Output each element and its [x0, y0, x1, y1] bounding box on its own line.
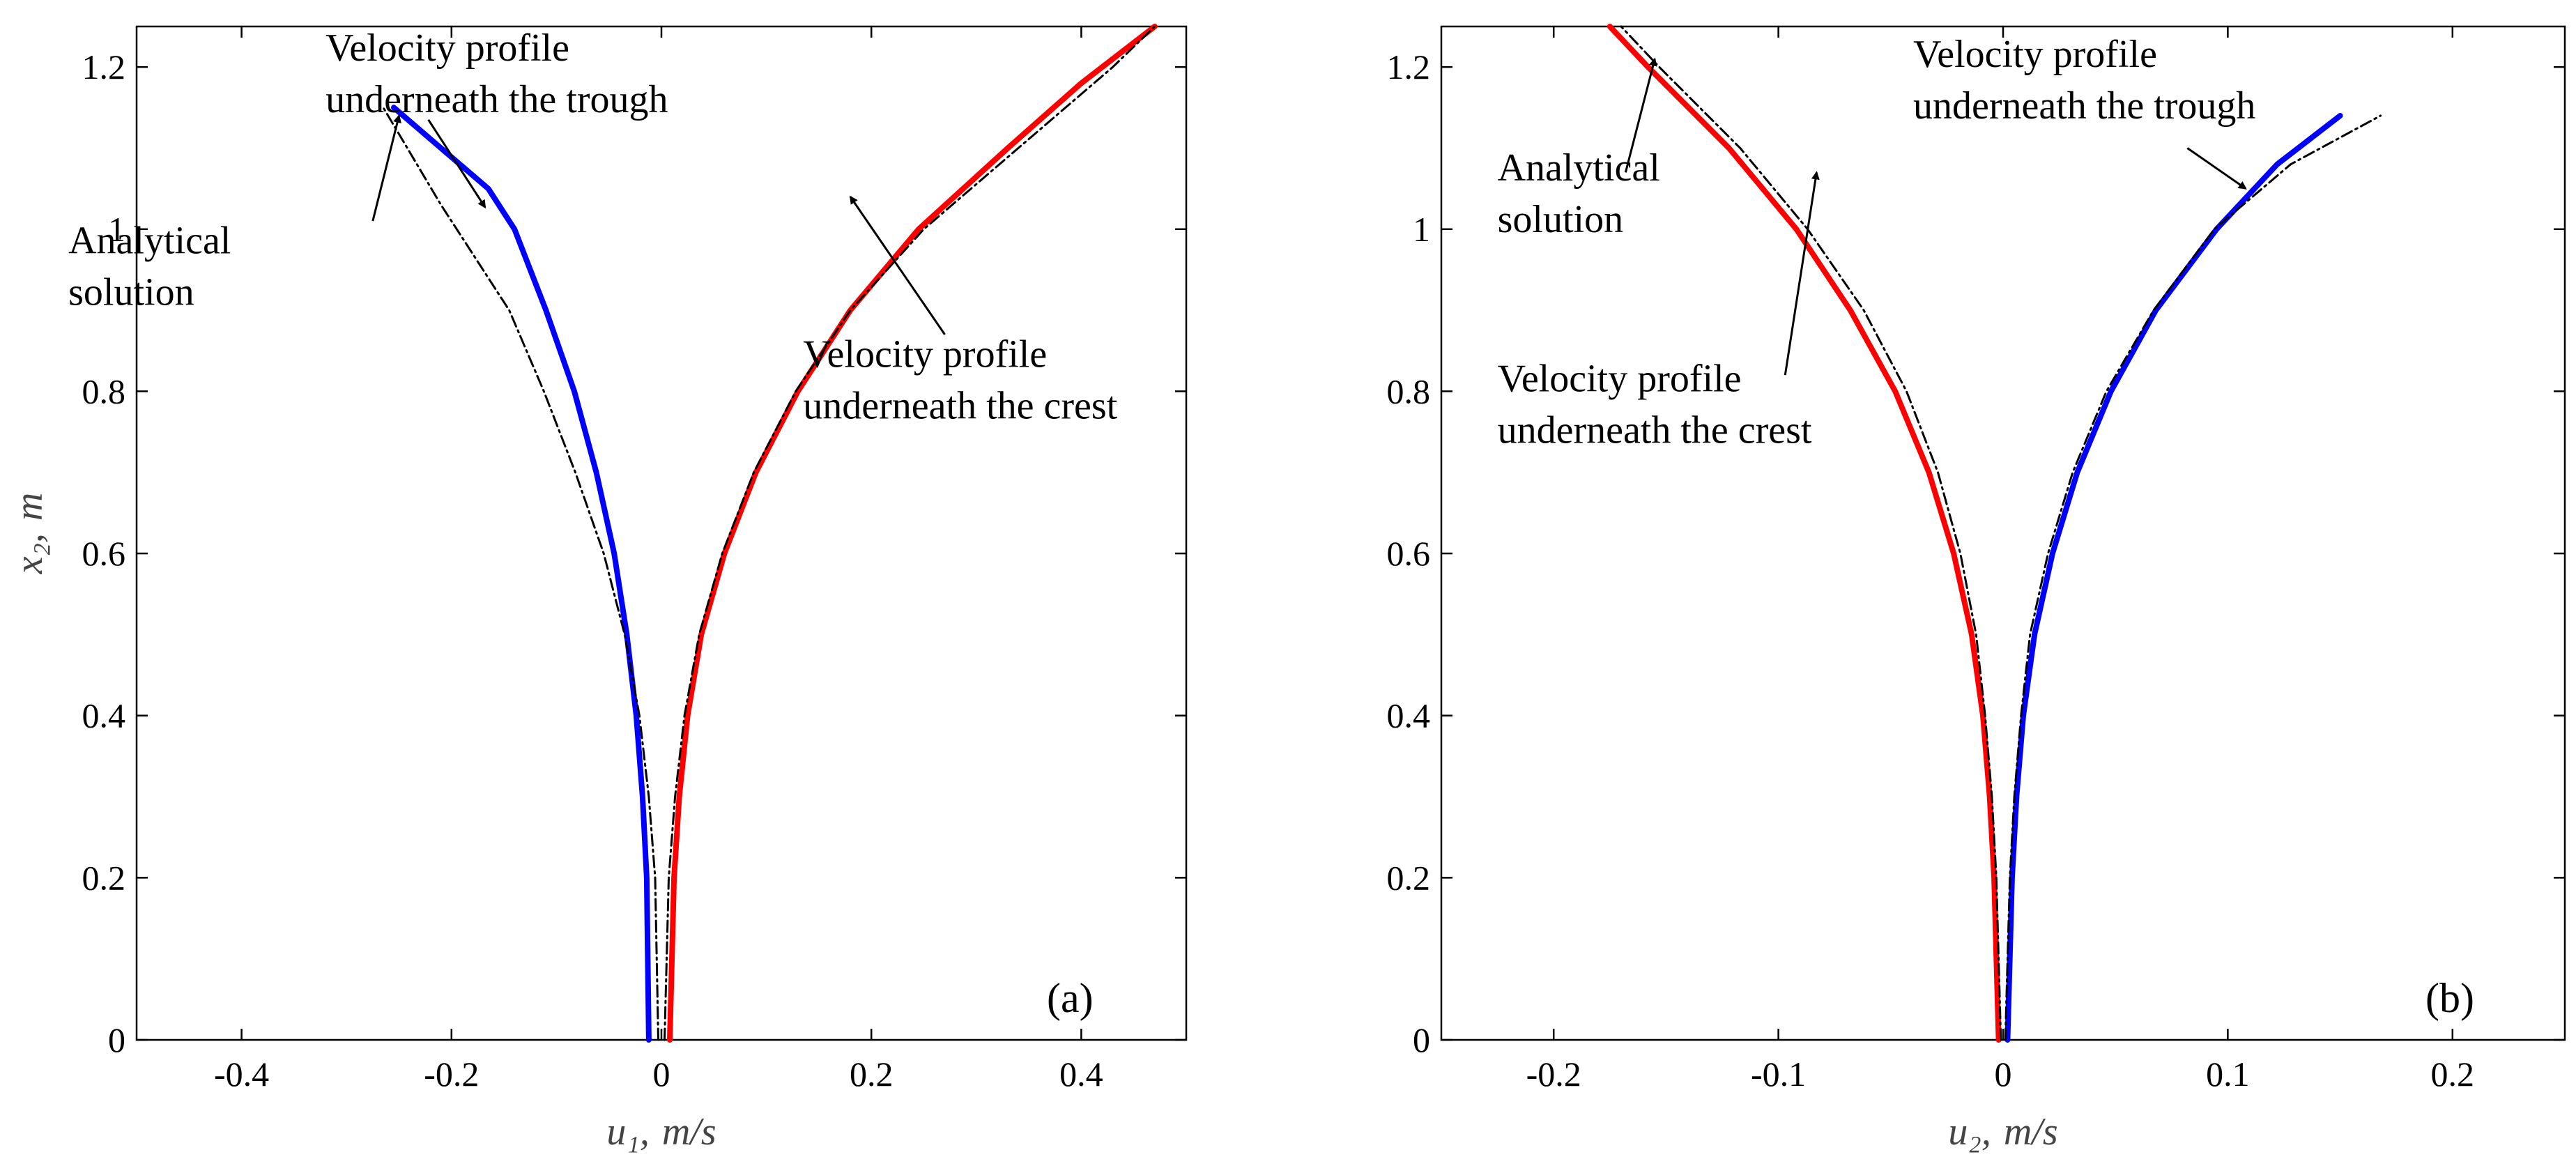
series-line-trough	[391, 105, 652, 1043]
x-tick-label: -0.2	[1526, 1055, 1581, 1094]
annotation-text: solution	[68, 271, 194, 314]
annotation-text: Velocity profile	[325, 26, 569, 70]
panel-a-chart: -0.4 -0.2 0 0.2 0.4 0 0.2 0.4 0.6 0.8 1 1.2 Velocity…	[8, 24, 1188, 1153]
y-tick-label: 1.2	[1387, 47, 1431, 86]
y-tick-label: 0.2	[82, 858, 126, 897]
annotation-arrow	[1624, 57, 1657, 173]
annotation-text: underneath the crest	[803, 385, 1117, 428]
annotation-text: Analytical	[68, 220, 231, 263]
annotation-text: Velocity profile	[1498, 357, 1742, 400]
y-tick-label: 0.6	[1387, 534, 1431, 573]
annotation-arrow	[849, 195, 946, 335]
x-axis-label: u₁, m/s	[606, 1110, 716, 1153]
series-line-crest	[667, 24, 1158, 1043]
y-axis-label: x₂,m	[8, 493, 51, 575]
annotation-arrow	[427, 118, 486, 209]
y-tick-label: 0.4	[82, 696, 126, 735]
y-tick-label: 0.4	[1387, 696, 1431, 735]
x-tick-label: 0	[653, 1055, 670, 1094]
annotation-text: underneath the trough	[325, 78, 668, 121]
y-tick-label: 1.2	[82, 47, 126, 86]
series-line-crest	[1607, 24, 2002, 1043]
x-tick-label: -0.4	[214, 1055, 269, 1094]
annotation-arrow	[2186, 147, 2247, 190]
panel-label: (a)	[1047, 975, 1094, 1021]
y-tick-label: 0.2	[1387, 858, 1431, 897]
annotation-text: Velocity profile	[803, 333, 1047, 376]
x-tick-label: -0.2	[424, 1055, 479, 1094]
x-tick-label: 0.1	[2206, 1055, 2250, 1094]
series-line-analytical-crest	[664, 25, 1156, 1041]
y-tick-label: 0.8	[82, 371, 126, 411]
annotation-text: underneath the crest	[1498, 408, 1812, 452]
plot-frame	[135, 25, 1188, 1041]
y-tick-label: 0.8	[1387, 371, 1431, 411]
annotation-arrow	[1784, 171, 1820, 376]
x-tick-label: 0.2	[2431, 1055, 2475, 1094]
y-tick-label: 0	[108, 1020, 125, 1059]
y-tick-label: 0	[1413, 1020, 1430, 1059]
series-line-analytical-crest	[1620, 25, 2002, 1041]
annotation-text: underneath the trough	[1913, 84, 2255, 128]
annotation-text: Velocity profile	[1913, 33, 2157, 76]
annotation-arrow	[371, 114, 401, 222]
x-tick-label: 0	[1995, 1055, 2012, 1094]
x-tick-label: -0.1	[1751, 1055, 1806, 1094]
annotation-text: solution	[1498, 198, 1623, 241]
annotation-text: Analytical	[1498, 146, 1660, 190]
series-line-analytical-trough	[2004, 114, 2382, 1041]
x-axis-label: u₂, m/s	[1948, 1110, 2057, 1153]
y-tick-label: 1	[1413, 210, 1430, 249]
x-tick-label: 0.2	[850, 1055, 894, 1094]
panel-b-chart: -0.2 -0.1 0 0.1 0.2 0 0.2 0.4 0.6 0.8 1 1.2 Velocity…	[1387, 24, 2566, 1153]
series-line-trough	[2004, 113, 2343, 1043]
y-tick-label: 0.6	[82, 534, 126, 573]
series-line-analytical-trough	[382, 106, 659, 1041]
y-tick-label: 1	[108, 210, 125, 249]
x-tick-label: 0.4	[1059, 1055, 1103, 1094]
panel-label: (b)	[2425, 975, 2474, 1021]
